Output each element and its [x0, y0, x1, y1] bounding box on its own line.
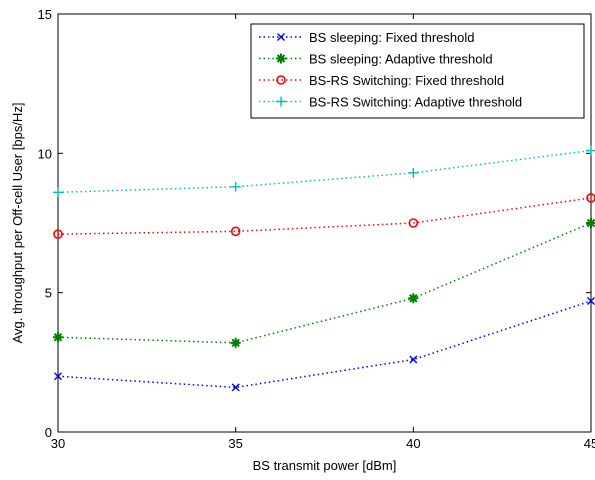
data-point	[586, 145, 595, 156]
legend-label: BS sleeping: Fixed threshold	[309, 30, 474, 45]
data-point	[230, 226, 241, 237]
ticks-layer: 30 35 40 45 0 5 10 15	[38, 7, 595, 451]
data-point	[230, 337, 241, 348]
data-point	[586, 193, 595, 203]
y-tick-label: 5	[45, 286, 52, 301]
y-tick-label: 0	[45, 425, 52, 440]
legend-marker	[276, 96, 286, 107]
legend-label: BS sleeping: Adaptive threshold	[309, 52, 493, 67]
y-tick-label: 15	[38, 7, 52, 22]
data-point	[53, 332, 63, 343]
legend-label: BS-RS Switching: Fixed threshold	[309, 73, 504, 88]
data-point	[231, 383, 240, 392]
data-point	[409, 355, 418, 364]
data-point	[408, 293, 419, 304]
x-tick-label: 40	[406, 436, 420, 451]
series-line	[57, 197, 592, 235]
data-point	[53, 229, 63, 239]
x-tick-label: 45	[584, 436, 595, 451]
data-point	[408, 167, 419, 178]
legend-marker	[276, 75, 286, 85]
legend-box	[250, 23, 585, 119]
series-layer	[53, 145, 595, 392]
y-tick-label: 10	[38, 146, 52, 161]
legend-marker	[277, 33, 285, 41]
data-point	[408, 218, 419, 228]
data-point	[587, 297, 595, 306]
data-point	[230, 181, 241, 192]
data-point	[53, 187, 63, 198]
data-point	[54, 372, 62, 381]
x-tick-label: 30	[51, 436, 65, 451]
series-line	[57, 149, 592, 194]
legend: BS sleeping: Fixed threshold BS sleeping:…	[250, 23, 585, 119]
legend-marker	[276, 53, 286, 64]
y-axis-label: Avg. throughput per Off-cell User [bps/H…	[10, 103, 25, 344]
legend-label: BS-RS Switching: Adaptive threshold	[309, 95, 522, 110]
data-point	[586, 218, 595, 228]
series-line	[57, 300, 592, 389]
x-tick-label: 35	[228, 436, 242, 451]
x-axis-label: BS transmit power [dBm]	[253, 458, 397, 473]
